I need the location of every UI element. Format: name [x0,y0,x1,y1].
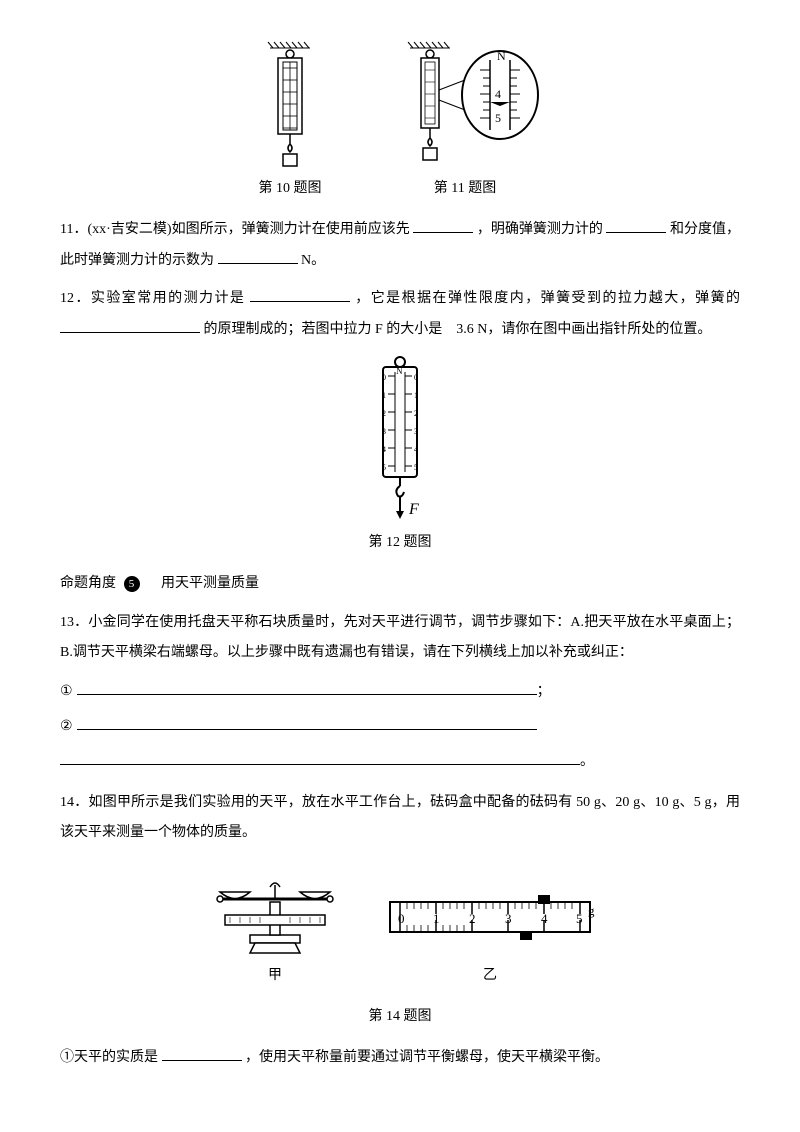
question-11: 11．(xx·吉安二模)如图所示，弹簧测力计在使用前应该先 ，明确弹簧测力计的 … [60,215,740,277]
spring-scale-12-svg: N 0 0 1 1 2 2 3 3 4 4 5 5 F [355,354,445,524]
question-14-sub1: ①天平的实质是 ，使用天平称量前要通过调节平衡螺母，使天平横梁平衡。 [60,1043,740,1074]
q12-text-2: ，它是根据在弹性限度内，弹簧受到的拉力越大，弹簧的 [355,291,740,306]
q12-blank-1 [250,286,350,303]
svg-text:F: F [408,501,419,518]
svg-text:3: 3 [382,427,386,436]
q13-answer-2: ② [60,712,740,743]
svg-text:4: 4 [541,911,548,926]
svg-text:N: N [396,366,403,376]
q11-text-2: ，明确弹簧测力计的 [477,222,603,237]
balance-scale-svg [200,857,350,957]
svg-text:1: 1 [382,391,386,400]
figure-14-right: 0 1 2 3 4 5 g 乙 [380,887,600,992]
q13-ans2-num: ② [60,712,73,743]
q13-ans2b-blank [60,748,580,765]
figure-10: 第 10 题图 [255,40,325,205]
svg-text:1: 1 [433,911,440,926]
svg-text:0: 0 [398,911,405,926]
svg-text:5: 5 [382,463,386,472]
figure-row-14: 甲 0 [60,857,740,992]
q11-blank-2 [606,216,666,233]
svg-text:5: 5 [495,111,501,125]
figure-12-caption: 第 12 题图 [369,528,432,559]
svg-text:4: 4 [495,87,501,101]
question-12: 12．实验室常用的测力计是 ，它是根据在弹性限度内，弹簧受到的拉力越大，弹簧的 … [60,284,740,346]
question-13: 13．小金同学在使用托盘天平称石块质量时，先对天平进行调节，调节步骤如下：A.把… [60,608,740,670]
section-5-number: 5 [124,576,140,592]
figure-row-10-11: 第 10 题图 [60,40,740,205]
svg-text:4: 4 [382,445,386,454]
q13-ans1-num: ① [60,677,73,708]
figure-11: N 4 5 第 11 题图 [385,40,545,205]
figure-row-12: N 0 0 1 1 2 2 3 3 4 4 5 5 F 第 12 题图 [60,354,740,559]
q12-text-3: 的原理制成的；若图中拉力 F 的大小是 3.6 N，请你在图中画出指针所处的位置… [204,322,712,337]
q14-sub1-suffix: ，使用天平称量前要通过调节平衡螺母，使天平横梁平衡。 [245,1050,609,1065]
q11-text-1: 11．(xx·吉安二模)如图所示，弹簧测力计在使用前应该先 [60,222,410,237]
svg-text:5: 5 [576,911,583,926]
q13-text: 13．小金同学在使用托盘天平称石块质量时，先对天平进行调节，调节步骤如下：A.把… [60,615,740,661]
q11-text-4: N。 [301,253,325,268]
svg-text:0: 0 [382,373,386,382]
spring-scale-11-svg: N 4 5 [385,40,545,170]
q11-blank-3 [218,247,298,264]
section-5-prefix: 命题角度 [60,576,116,591]
q14-sub1-blank [162,1044,242,1061]
q12-text-1: 12．实验室常用的测力计是 [60,291,245,306]
svg-text:N: N [497,49,506,63]
q11-blank-1 [413,216,473,233]
figure-14-yi: 乙 [483,961,497,992]
q13-ans2-blank [77,713,537,730]
section-5-heading: 命题角度 5 用天平测量质量 [60,569,740,600]
svg-text:2: 2 [469,911,476,926]
figure-14-jia: 甲 [268,961,282,992]
q12-blank-2 [60,316,200,333]
q14-text: 14．如图甲所示是我们实验用的天平，放在水平工作台上，砝码盒中配备的砝码有 50… [60,795,740,841]
figure-14-caption: 第 14 题图 [60,1002,740,1033]
section-5-suffix: 用天平测量质量 [147,576,259,591]
figure-14-left: 甲 [200,857,350,992]
q13-ans1-blank [77,678,537,695]
svg-text:g: g [588,903,595,918]
q13-ans1-end: ； [537,677,551,708]
svg-text:4: 4 [414,445,418,454]
figure-10-caption: 第 10 题图 [259,174,322,205]
figure-11-caption: 第 11 题图 [434,174,496,205]
q14-sub1-prefix: ①天平的实质是 [60,1050,158,1065]
figure-12: N 0 0 1 1 2 2 3 3 4 4 5 5 F 第 12 题图 [355,354,445,559]
svg-text:1: 1 [414,391,418,400]
spring-scale-10-svg [255,40,325,170]
svg-text:2: 2 [414,409,418,418]
svg-text:2: 2 [382,409,386,418]
q13-ans2-end: 。 [580,747,594,778]
svg-text:0: 0 [414,373,418,382]
q13-answer-1: ① ； [60,677,740,708]
svg-text:5: 5 [414,463,418,472]
ruler-scale-svg: 0 1 2 3 4 5 g [380,887,600,957]
q13-answer-2b: 。 [60,747,740,778]
svg-text:3: 3 [505,911,512,926]
question-14: 14．如图甲所示是我们实验用的天平，放在水平工作台上，砝码盒中配备的砝码有 50… [60,788,740,850]
svg-text:3: 3 [414,427,418,436]
